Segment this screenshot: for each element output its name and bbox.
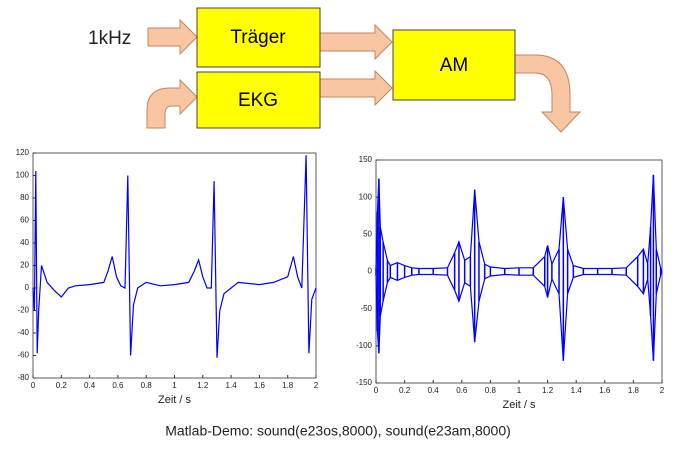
x-tick-label: 1.8 — [282, 381, 294, 390]
x-tick-label: 0.8 — [141, 381, 153, 390]
input-label: 1kHz — [88, 28, 131, 49]
x-tick-label: 0.2 — [56, 381, 68, 390]
block-label: Träger — [230, 27, 286, 48]
signal-line — [32, 155, 317, 358]
x-tick-label: 0.6 — [112, 381, 124, 390]
arrow — [146, 78, 198, 129]
y-tick-label: -50 — [360, 304, 372, 313]
x-tick-label: 0.4 — [428, 386, 440, 395]
y-tick-label: 100 — [16, 171, 30, 180]
x-tick-label: 1.2 — [542, 386, 554, 395]
y-tick-label: 20 — [20, 261, 29, 270]
y-tick-label: 80 — [20, 193, 29, 202]
y-tick-label: -80 — [17, 373, 29, 382]
x-tick-label: 1.2 — [197, 381, 209, 390]
x-tick-label: 1 — [517, 386, 522, 395]
x-tick-label: 0 — [31, 381, 36, 390]
x-axis-label: Zeit / s — [502, 399, 536, 411]
signal-line — [375, 271, 663, 361]
arrow — [319, 69, 393, 107]
x-tick-label: 0.4 — [84, 381, 96, 390]
arrow — [514, 54, 582, 133]
x-tick-label: 1.4 — [226, 381, 238, 390]
x-axis-label: Zeit / s — [158, 394, 192, 406]
signal-line — [375, 174, 663, 272]
y-tick-label: -60 — [17, 351, 29, 360]
block-label: AM — [440, 55, 469, 76]
block — [196, 7, 321, 68]
block-label: EKG — [238, 90, 278, 111]
y-tick-label: -100 — [356, 341, 373, 350]
y-tick-label: 40 — [20, 238, 29, 247]
arrow — [147, 18, 198, 56]
x-tick-label: 1.6 — [254, 381, 266, 390]
plot-frame — [32, 152, 317, 379]
y-tick-label: 0 — [368, 267, 373, 276]
y-tick-label: -150 — [356, 378, 373, 387]
y-tick-label: 120 — [16, 148, 30, 157]
x-tick-label: 2 — [314, 381, 319, 390]
block — [196, 71, 321, 129]
y-tick-label: 150 — [359, 155, 373, 164]
y-tick-label: 60 — [20, 216, 29, 225]
y-tick-label: 0 — [25, 283, 30, 292]
x-tick-label: 1.8 — [628, 386, 640, 395]
x-tick-label: 0.2 — [399, 386, 411, 395]
y-tick-label: 50 — [363, 229, 372, 238]
block — [392, 29, 516, 101]
arrow — [319, 23, 393, 61]
x-tick-label: 0 — [374, 386, 379, 395]
x-tick-label: 2 — [660, 386, 665, 395]
y-tick-label: -20 — [17, 306, 29, 315]
y-tick-label: -40 — [17, 328, 29, 337]
x-tick-label: 1.4 — [571, 386, 583, 395]
x-tick-label: 1.6 — [599, 386, 611, 395]
y-tick-label: 100 — [359, 192, 373, 201]
caption: Matlab-Demo: sound(e23os,8000), sound(e2… — [165, 423, 511, 439]
x-tick-label: 0.6 — [456, 386, 468, 395]
x-tick-label: 1 — [172, 381, 177, 390]
x-tick-label: 0.8 — [485, 386, 497, 395]
